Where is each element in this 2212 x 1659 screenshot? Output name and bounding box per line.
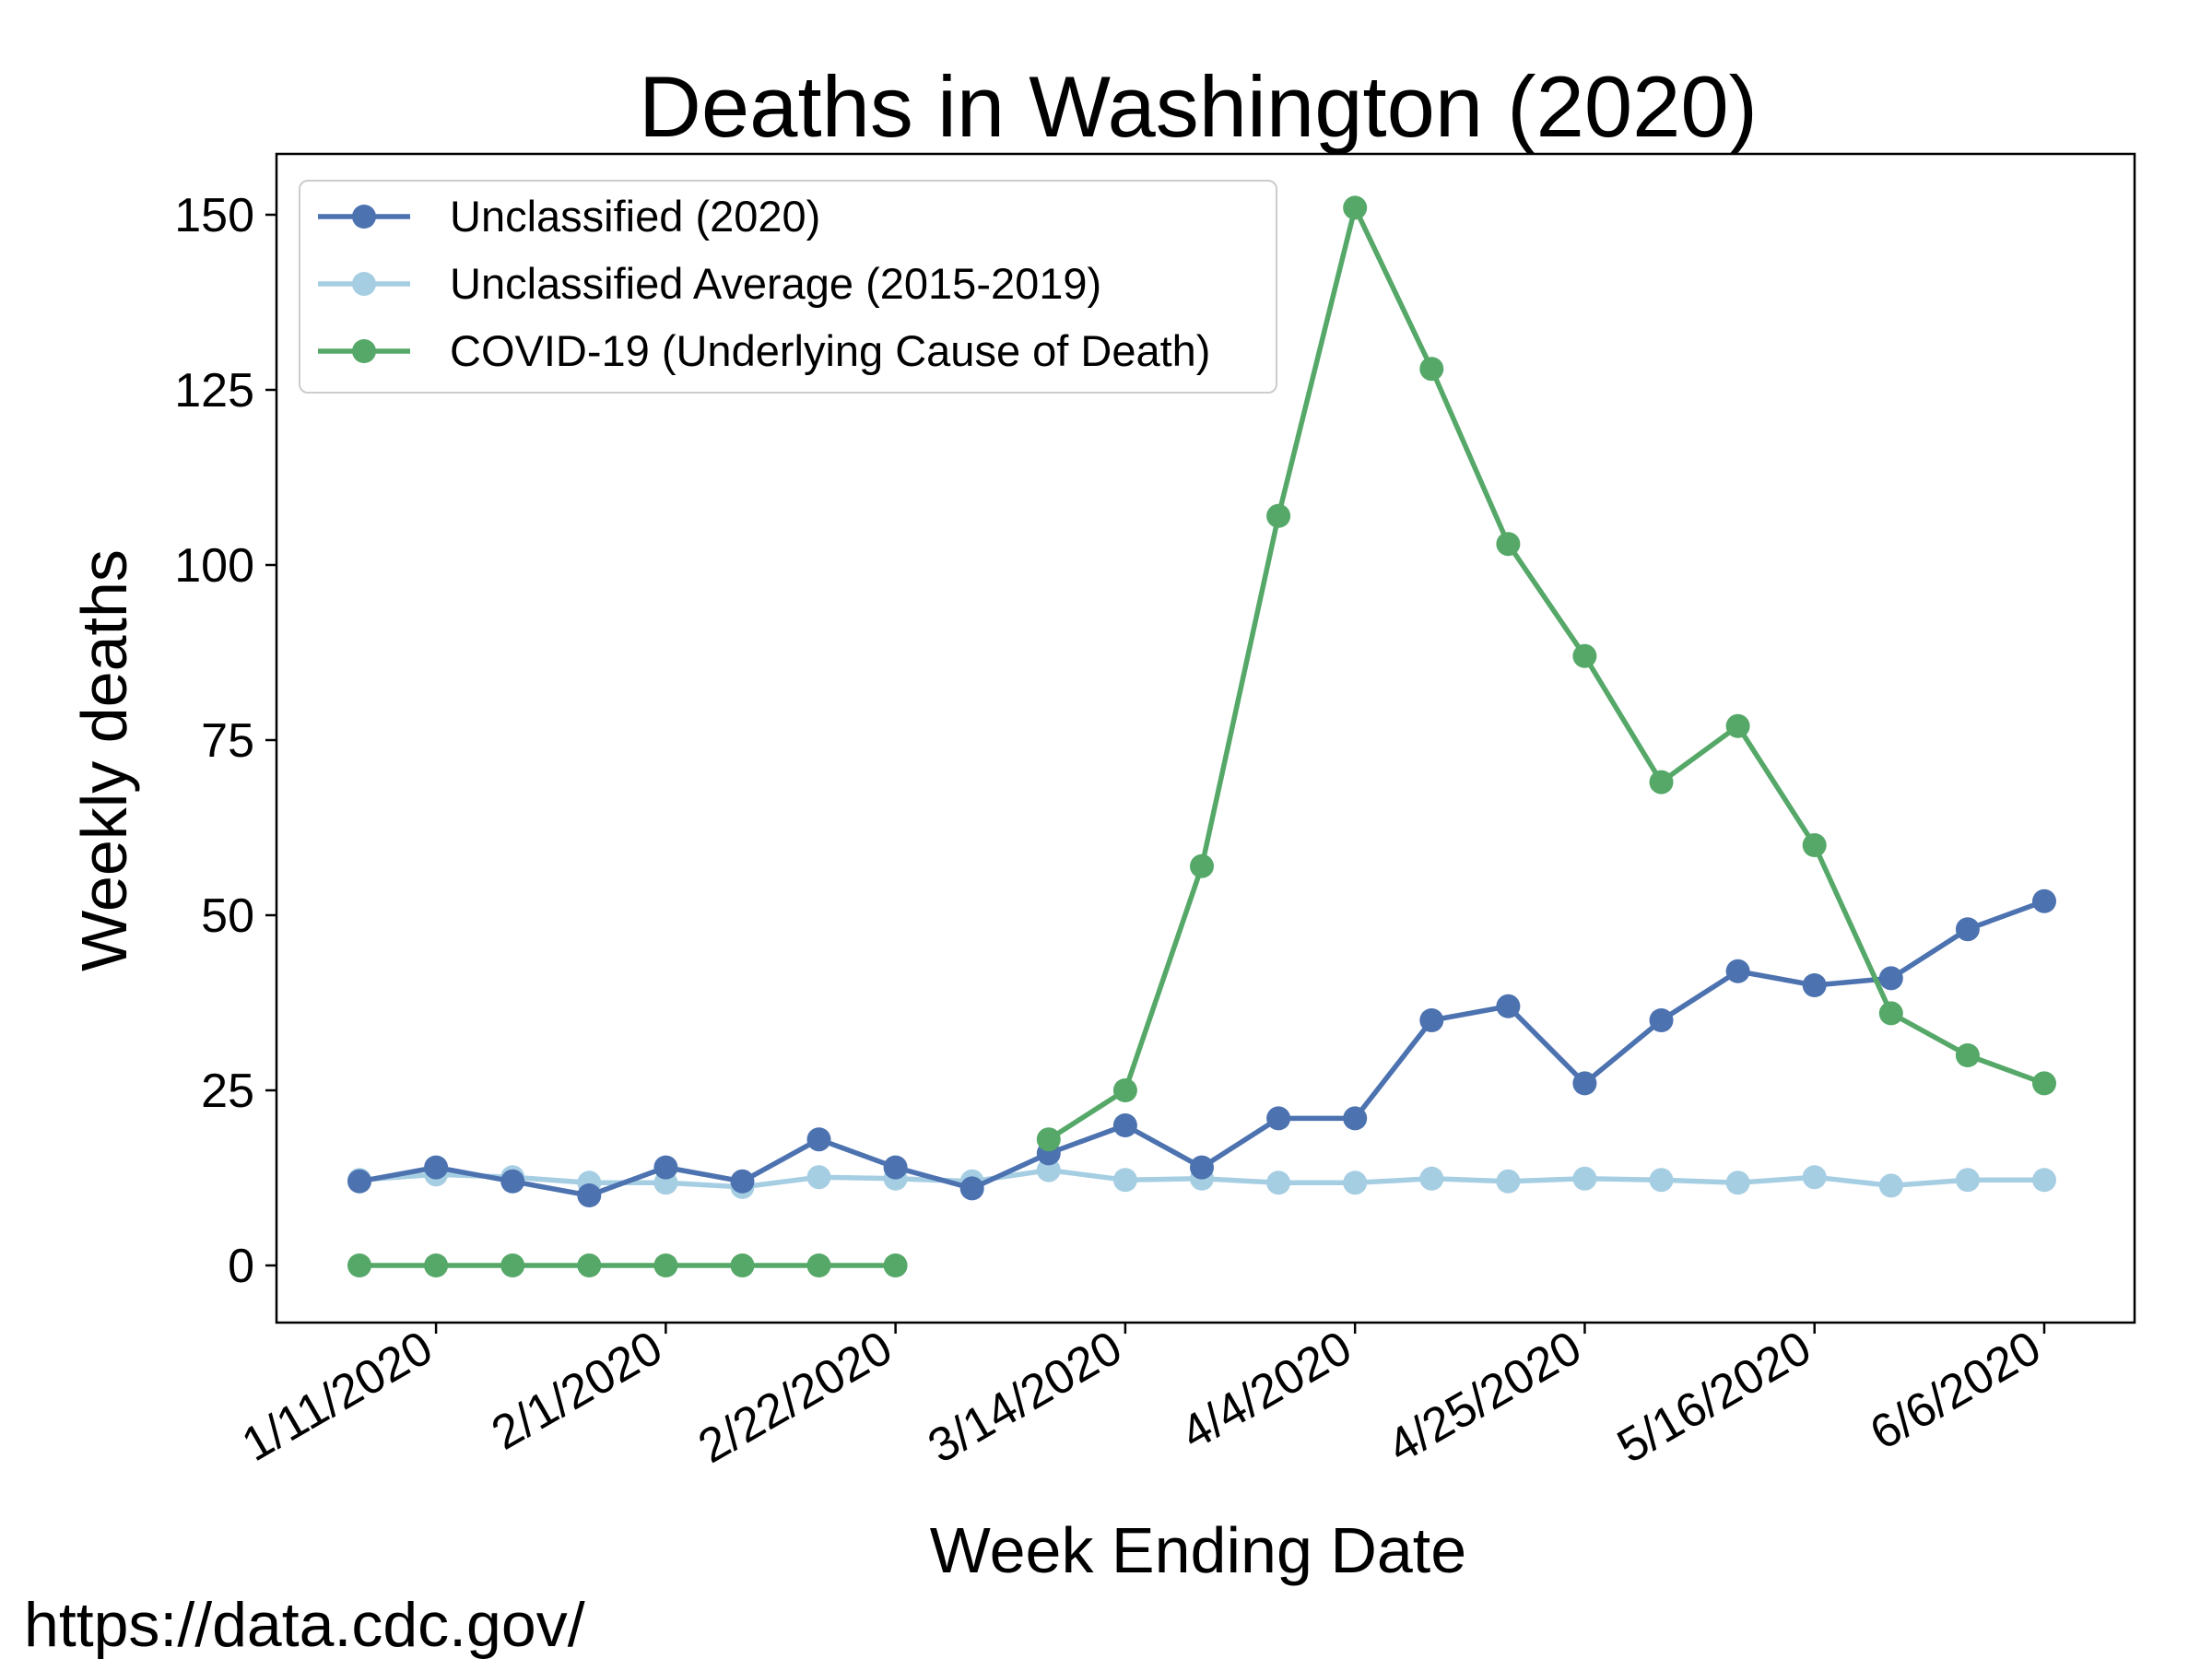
- y-tick-label: 75: [201, 714, 254, 768]
- data-point: [1112, 1168, 1137, 1193]
- legend-label: Unclassified (2020): [450, 192, 820, 241]
- y-tick-label: 0: [228, 1240, 254, 1293]
- x-tick-label: 4/25/2020: [1379, 1321, 1590, 1474]
- data-point: [500, 1169, 525, 1194]
- data-point: [2032, 1168, 2056, 1193]
- data-point: [806, 1165, 831, 1190]
- data-point: [1802, 1165, 1827, 1190]
- chart-title: Deaths in Washington (2020): [639, 58, 1758, 155]
- data-point: [1190, 1155, 1214, 1180]
- data-point: [1725, 713, 1750, 738]
- data-point: [1878, 1173, 1903, 1198]
- legend: Unclassified (2020) Unclassified Average …: [299, 180, 1277, 394]
- data-point: [806, 1127, 831, 1152]
- legend-marker: [352, 272, 376, 296]
- data-point: [1955, 1043, 1980, 1067]
- data-point: [1649, 1168, 1674, 1193]
- x-axis-label: Week Ending Date: [930, 1514, 1466, 1586]
- data-point: [1496, 994, 1521, 1018]
- data-point: [500, 1253, 525, 1277]
- data-point: [959, 1176, 984, 1201]
- y-tick-label: 100: [174, 539, 254, 593]
- data-point: [347, 1169, 371, 1194]
- x-tick-label: 2/1/2020: [483, 1321, 671, 1460]
- legend-box: [299, 180, 1277, 394]
- series-2: [347, 195, 2056, 1277]
- data-point: [1955, 1168, 1980, 1193]
- x-tick-label: 2/22/2020: [689, 1321, 900, 1474]
- data-point: [1343, 1106, 1368, 1131]
- y-axis-label: Weekly deaths: [68, 549, 140, 971]
- data-point: [653, 1253, 678, 1277]
- y-tick-label: 150: [174, 189, 254, 242]
- data-point: [1419, 1008, 1444, 1032]
- data-point: [347, 1253, 371, 1277]
- x-tick-label: 3/14/2020: [920, 1321, 1131, 1474]
- legend-label: Unclassified Average (2015-2019): [450, 259, 1101, 308]
- data-point: [730, 1169, 755, 1194]
- y-tick-label: 125: [174, 364, 254, 418]
- data-point: [1036, 1158, 1061, 1182]
- data-point: [1878, 1001, 1903, 1026]
- x-tick-label: 1/11/2020: [233, 1321, 441, 1472]
- x-axis: 1/11/2020 2/1/2020 2/22/2020 3/14/2020 4/4/2…: [233, 1321, 2050, 1474]
- legend-marker: [352, 339, 376, 363]
- data-point: [1419, 1166, 1444, 1191]
- data-point: [1496, 532, 1521, 557]
- data-point: [1725, 1171, 1750, 1195]
- data-point: [1036, 1127, 1061, 1152]
- data-point: [1802, 973, 1827, 997]
- x-tick-label: 5/16/2020: [1608, 1321, 1819, 1474]
- data-point: [1112, 1078, 1137, 1102]
- y-tick-label: 25: [201, 1065, 254, 1118]
- plot-area: [347, 195, 2056, 1277]
- data-point: [2032, 1071, 2056, 1096]
- x-tick-label: 4/4/2020: [1172, 1321, 1360, 1460]
- data-point: [1190, 853, 1214, 878]
- data-point: [883, 1253, 908, 1277]
- data-point: [424, 1253, 449, 1277]
- data-point: [424, 1155, 449, 1180]
- series-line: [357, 899, 2047, 1198]
- data-point: [1572, 1071, 1597, 1096]
- legend-label: COVID-19 (Underlying Cause of Death): [450, 326, 1210, 375]
- data-point: [577, 1183, 602, 1207]
- y-tick-label: 50: [201, 889, 254, 943]
- data-point: [2032, 888, 2056, 913]
- y-axis: 0 25 50 75 100 125 150: [174, 189, 276, 1293]
- data-point: [1496, 1169, 1521, 1194]
- data-point: [883, 1155, 908, 1180]
- data-point: [1802, 833, 1827, 857]
- data-point: [577, 1253, 602, 1277]
- series-line: [1046, 205, 2047, 1142]
- data-point: [1266, 1171, 1291, 1195]
- data-point: [1955, 917, 1980, 942]
- data-point: [730, 1253, 755, 1277]
- data-point: [1878, 966, 1903, 991]
- data-point: [653, 1155, 678, 1180]
- data-point: [1649, 770, 1674, 794]
- legend-marker: [352, 205, 376, 229]
- series-layer: [347, 195, 2056, 1277]
- data-point: [1266, 503, 1291, 528]
- x-tick-label: 6/6/2020: [1862, 1321, 2050, 1460]
- data-point: [1266, 1106, 1291, 1131]
- data-point: [1725, 959, 1750, 983]
- data-point: [1343, 195, 1368, 220]
- plot-frame: [275, 152, 2136, 1324]
- data-point: [1112, 1113, 1137, 1137]
- data-point: [1343, 1171, 1368, 1195]
- data-point: [1649, 1008, 1674, 1032]
- data-point: [806, 1253, 831, 1277]
- data-point: [1419, 357, 1444, 382]
- source-note: https://data.cdc.gov/: [24, 1590, 585, 1659]
- data-point: [1572, 643, 1597, 668]
- series-0: [347, 888, 2056, 1207]
- data-point: [1572, 1166, 1597, 1191]
